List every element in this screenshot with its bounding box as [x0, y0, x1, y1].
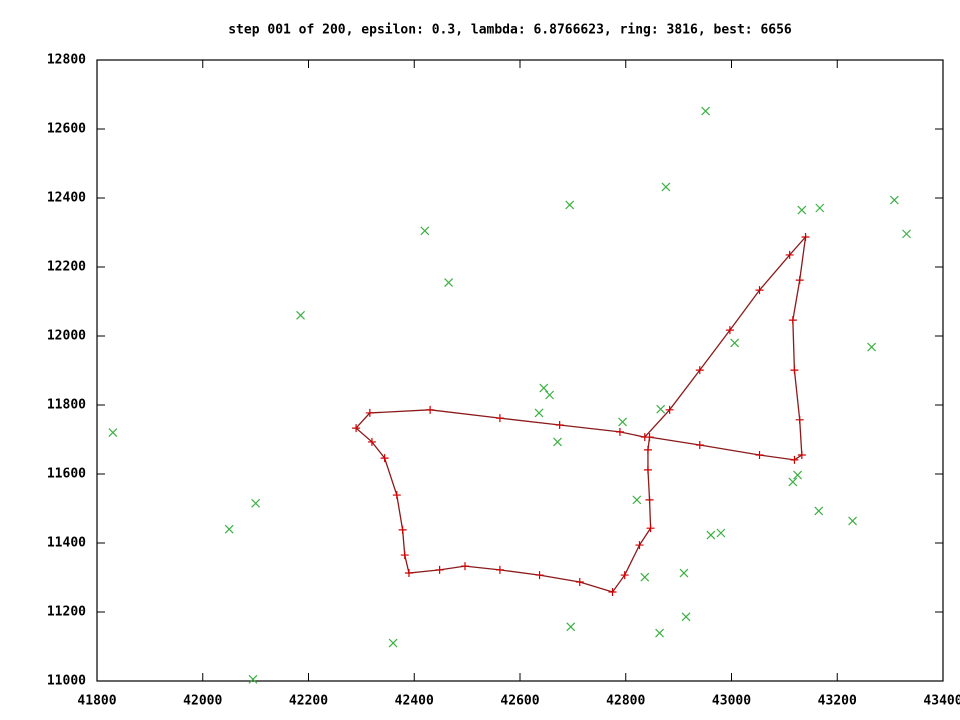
- city-marker: [545, 390, 555, 400]
- ring-marker: [555, 421, 564, 430]
- city-marker: [632, 495, 642, 505]
- y-tick-label: 11200: [47, 605, 86, 620]
- ring-marker: [380, 454, 389, 463]
- city-marker: [797, 205, 807, 215]
- y-tick-label: 11800: [47, 398, 86, 413]
- ring-marker: [795, 276, 804, 285]
- ring-marker: [398, 525, 407, 534]
- ring-marker: [608, 587, 617, 596]
- ring-marker: [755, 451, 764, 460]
- city-marker: [902, 229, 911, 239]
- ring-marker: [575, 577, 584, 586]
- city-marker: [656, 404, 666, 414]
- city-marker: [701, 106, 711, 116]
- ring-marker: [788, 316, 797, 325]
- ring-marker: [645, 495, 654, 504]
- y-tick-label: 12400: [47, 191, 86, 206]
- city-marker: [539, 383, 549, 393]
- city-marker: [793, 470, 803, 480]
- ring-marker: [785, 250, 794, 259]
- ring-marker: [367, 437, 376, 446]
- city-marker: [867, 342, 877, 352]
- ring-marker: [725, 326, 734, 335]
- y-tick-label: 12800: [47, 53, 86, 68]
- x-tick-label: 42400: [395, 694, 434, 709]
- x-tick-label: 42000: [183, 694, 222, 709]
- city-marker: [889, 195, 899, 205]
- ring-marker: [461, 562, 470, 571]
- city-marker: [655, 628, 665, 638]
- y-tick-label: 12000: [47, 329, 86, 344]
- city-marker: [618, 417, 628, 427]
- x-tick-label: 43200: [818, 694, 857, 709]
- ring-marker: [426, 405, 435, 414]
- city-marker: [661, 182, 671, 192]
- x-tick-label: 42600: [500, 694, 539, 709]
- city-marker: [108, 428, 118, 438]
- city-marker: [444, 278, 454, 287]
- ring-marker: [495, 565, 504, 574]
- y-tick-label: 11600: [47, 467, 86, 482]
- ring-marker: [695, 441, 704, 450]
- ring-marker: [646, 524, 655, 533]
- ring-marker: [392, 491, 401, 500]
- city-marker: [565, 200, 575, 210]
- city-marker: [224, 524, 234, 534]
- city-marker: [553, 437, 562, 447]
- ring-marker: [645, 433, 654, 442]
- y-tick-label: 11000: [47, 674, 86, 689]
- city-marker: [706, 530, 716, 540]
- x-tick-label: 42800: [606, 694, 645, 709]
- x-tick-label: 43400: [923, 694, 960, 709]
- ring-marker: [400, 551, 409, 560]
- ring-marker: [495, 414, 504, 423]
- city-marker: [815, 203, 825, 213]
- city-marker: [296, 310, 305, 320]
- y-tick-label: 12200: [47, 260, 86, 275]
- ring-marker: [755, 286, 764, 295]
- city-marker: [814, 506, 824, 516]
- ring-marker: [797, 451, 806, 460]
- ring-marker: [535, 571, 544, 580]
- city-marker: [420, 226, 430, 236]
- ring-marker: [665, 405, 674, 414]
- ring-marker: [615, 427, 624, 436]
- y-tick-label: 11400: [47, 536, 86, 551]
- ring-marker: [643, 445, 652, 454]
- city-marker: [566, 622, 576, 632]
- city-marker: [730, 338, 740, 348]
- ring-marker: [643, 465, 652, 474]
- ring-marker: [795, 415, 804, 424]
- ring-marker: [620, 571, 629, 580]
- ring-marker: [801, 232, 810, 241]
- ring-marker: [435, 565, 444, 574]
- city-marker: [534, 408, 544, 418]
- city-marker: [788, 477, 798, 487]
- city-marker: [388, 638, 398, 648]
- city-marker: [716, 528, 726, 538]
- city-marker: [640, 572, 650, 582]
- ring-marker: [635, 541, 644, 550]
- x-tick-label: 41800: [77, 694, 116, 709]
- ring-marker: [790, 366, 799, 375]
- city-marker: [251, 498, 261, 508]
- ring-marker: [695, 366, 704, 375]
- x-tick-label: 43000: [712, 694, 751, 709]
- ring-marker: [365, 408, 374, 417]
- city-marker: [248, 674, 258, 684]
- ring-marker: [404, 569, 413, 578]
- y-tick-label: 12600: [47, 122, 86, 137]
- ring-marker: [352, 424, 361, 433]
- city-marker: [681, 612, 691, 622]
- chart-title: step 001 of 200, epsilon: 0.3, lambda: 6…: [228, 23, 792, 38]
- city-marker: [679, 568, 689, 578]
- ring-marker: [790, 455, 799, 464]
- x-tick-label: 42200: [289, 694, 328, 709]
- city-marker: [848, 516, 858, 526]
